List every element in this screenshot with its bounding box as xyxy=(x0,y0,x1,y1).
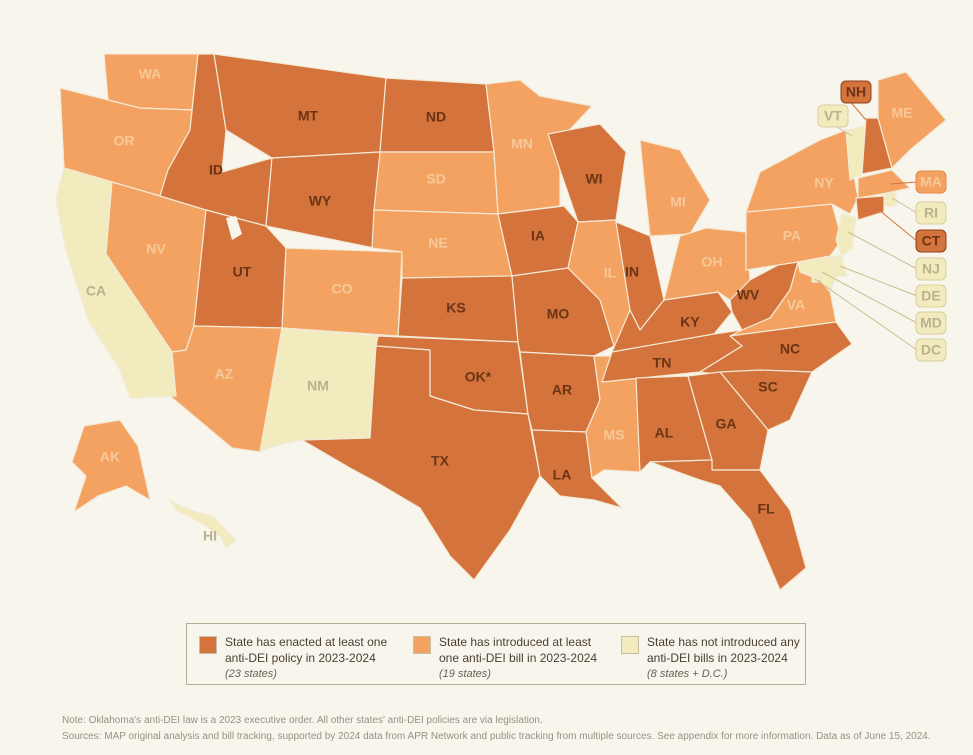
legend-swatch-introduced xyxy=(413,636,431,654)
state-label-md: MD xyxy=(920,315,942,331)
state-label-az: AZ xyxy=(215,366,234,382)
state-label-ne: NE xyxy=(428,235,447,251)
state-label-ca: CA xyxy=(86,283,106,299)
us-map: WA OR CA NV ID MT WY UT AZ CO NM ND SD NE KS OK* TX MN IA M… xyxy=(55,53,947,591)
state-label-sd: SD xyxy=(426,171,445,187)
state-wa xyxy=(103,53,199,111)
state-label-nm: NM xyxy=(307,378,329,394)
state-label-ks: KS xyxy=(446,300,465,316)
state-label-ct: CT xyxy=(922,233,941,249)
state-label-tx: TX xyxy=(431,453,450,469)
legend-enacted: State has enacted at least one anti-DEI … xyxy=(199,634,391,682)
state-label-vt: VT xyxy=(824,108,842,124)
legend-count-none: (8 states + D.C.) xyxy=(647,668,728,680)
legend-text-introduced: State has introduced at least one anti-D… xyxy=(439,635,598,665)
state-label-la: LA xyxy=(553,467,572,483)
legend-introduced: State has introduced at least one anti-D… xyxy=(413,634,605,682)
state-label-fl: FL xyxy=(757,501,775,517)
state-label-mo: MO xyxy=(547,306,570,322)
state-label-nv: NV xyxy=(146,241,166,257)
callout-box-md xyxy=(915,311,947,335)
state-label-dc: DC xyxy=(921,342,941,358)
note-text: Note: Oklahoma's anti-DEI law is a 2023 … xyxy=(62,715,543,726)
state-ma xyxy=(857,169,911,199)
callout-box-ma xyxy=(915,170,947,194)
legend: State has enacted at least one anti-DEI … xyxy=(186,623,806,685)
state-label-wy: WY xyxy=(309,193,332,209)
state-ak xyxy=(71,419,151,513)
footnotes: Note: Oklahoma's anti-DEI law is a 2023 … xyxy=(62,713,931,745)
legend-none: State has not introduced any anti-DEI bi… xyxy=(621,634,813,682)
state-label-il: IL xyxy=(604,265,617,281)
state-label-sc: SC xyxy=(758,379,777,395)
legend-count-introduced: (19 states) xyxy=(439,668,491,680)
legend-text-enacted: State has enacted at least one anti-DEI … xyxy=(225,635,388,665)
state-label-wi: WI xyxy=(585,171,602,187)
state-tx xyxy=(301,345,541,581)
state-label-mn: MN xyxy=(511,136,533,152)
state-label-ok: OK* xyxy=(465,369,492,385)
state-label-de: DE xyxy=(921,288,940,304)
legend-text-none: State has not introduced any anti-DEI bi… xyxy=(647,635,800,665)
state-label-ar: AR xyxy=(552,382,572,398)
state-mi xyxy=(639,139,711,237)
sources-text: Sources: MAP original analysis and bill … xyxy=(62,731,931,742)
state-label-wa: WA xyxy=(139,66,162,82)
legend-count-enacted: (23 states) xyxy=(225,668,277,680)
state-ct xyxy=(855,195,885,221)
state-label-ut: UT xyxy=(233,264,252,280)
state-label-in: IN xyxy=(625,264,639,280)
callout-line-ri xyxy=(891,197,918,214)
state-label-ma: MA xyxy=(920,174,942,190)
state-label-nh: NH xyxy=(846,84,866,100)
callout-box-ct xyxy=(915,229,947,253)
state-label-ga: GA xyxy=(716,416,737,432)
state-label-nc: NC xyxy=(780,341,800,357)
state-label-co: CO xyxy=(332,281,353,297)
state-label-va: VA xyxy=(787,297,805,313)
state-label-ri: RI xyxy=(924,205,938,221)
state-label-mt: MT xyxy=(298,108,319,124)
state-label-ms: MS xyxy=(604,427,625,443)
state-label-tn: TN xyxy=(653,355,672,371)
callout-box-de xyxy=(915,284,947,308)
state-me xyxy=(877,71,947,169)
state-label-mi: MI xyxy=(670,194,686,210)
state-label-nj: NJ xyxy=(922,261,940,277)
state-fl xyxy=(649,459,807,591)
callout-box-nj xyxy=(915,257,947,281)
state-hi xyxy=(169,499,237,549)
state-label-hi: HI xyxy=(203,528,217,544)
state-label-ny: NY xyxy=(814,175,834,191)
state-label-al: AL xyxy=(655,425,674,441)
legend-swatch-enacted xyxy=(199,636,217,654)
state-nj xyxy=(835,213,857,257)
callout-line-de xyxy=(839,265,918,297)
state-md xyxy=(797,255,837,293)
state-label-oh: OH xyxy=(702,254,723,270)
callout-box-nh xyxy=(840,80,872,104)
state-label-nd: ND xyxy=(426,109,446,125)
state-label-pa: PA xyxy=(783,228,801,244)
callout-box-dc xyxy=(915,338,947,362)
callout-line-nj xyxy=(847,231,918,270)
callout-box-vt xyxy=(817,104,849,128)
legend-swatch-none xyxy=(621,636,639,654)
state-label-ia: IA xyxy=(531,228,545,244)
state-mt xyxy=(213,53,387,159)
callout-line-ma xyxy=(889,181,918,185)
state-label-ak: AK xyxy=(100,449,120,465)
state-label-wv: WV xyxy=(737,287,760,303)
state-ny xyxy=(745,129,859,215)
state-label-id: ID xyxy=(209,162,223,178)
state-label-me: ME xyxy=(892,105,913,121)
callout-line-ct xyxy=(873,205,918,242)
callout-line-dc xyxy=(814,278,918,351)
state-label-or: OR xyxy=(114,133,135,149)
callout-box-ri xyxy=(915,201,947,225)
great-salt-lake xyxy=(226,216,242,240)
callout-line-md xyxy=(821,271,918,324)
state-label-ky: KY xyxy=(680,314,700,330)
